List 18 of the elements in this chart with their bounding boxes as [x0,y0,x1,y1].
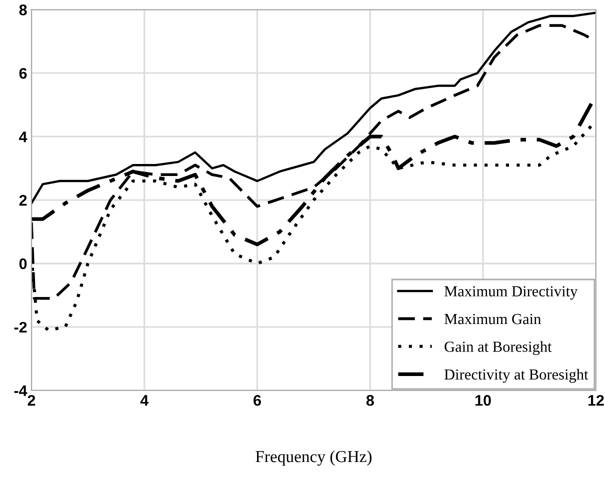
x-tick-label: 6 [254,394,261,406]
y-tick-label: 0 [19,258,27,270]
legend-label: Maximum Gain [444,314,541,324]
y-tick-label: -2 [14,322,27,332]
y-tick-label: 4 [19,132,28,142]
y-tick-label: 8 [19,4,27,16]
x-tick-label: 10 [476,394,491,406]
y-tick-label: 2 [19,194,27,206]
x-tick-label: 8 [366,394,374,406]
x-tick-label: 2 [28,394,36,406]
legend-label: Maximum Directivity [444,286,578,300]
legend-label: Gain at Boresight [444,341,552,356]
x-axis-title: Frequency (GHz) [256,450,372,466]
legend-label: Directivity at Boresight [444,368,588,383]
y-tick-label: -4 [14,385,28,396]
y-tick-label: 6 [19,68,27,79]
x-tick-label: 4 [140,395,149,406]
x-tick-label: 12 [588,394,604,406]
